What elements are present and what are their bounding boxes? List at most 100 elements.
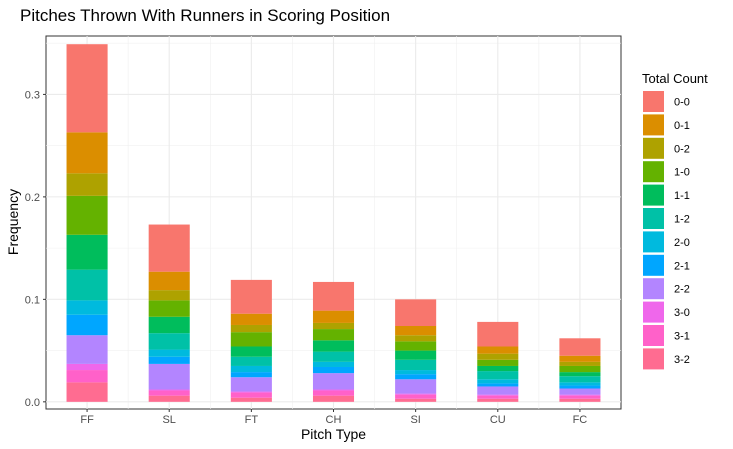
bar-FC-3-2 xyxy=(559,398,601,402)
bar-FC-3-1 xyxy=(559,395,601,399)
legend-key-3-2 xyxy=(643,348,664,370)
bar-FT-3-1 xyxy=(230,392,272,398)
bar-FT-2-1 xyxy=(230,372,272,378)
bar-SI-1-2 xyxy=(395,359,437,371)
legend-label-0-0: 0-0 xyxy=(674,97,690,109)
bar-SL-1-2 xyxy=(148,333,190,350)
bar-CU-3-1 xyxy=(477,395,519,399)
bar-SI-0-1 xyxy=(395,325,437,336)
bar-CH-3-0 xyxy=(312,389,355,391)
bar-SI-3-0 xyxy=(395,393,437,395)
legend-label-3-0: 3-0 xyxy=(674,307,690,319)
bar-SL-0-1 xyxy=(148,271,190,291)
bar-FF-0-2 xyxy=(66,173,108,196)
bar-SI-3-1 xyxy=(395,394,437,399)
bar-FF-3-0 xyxy=(66,363,108,371)
bar-FT-3-0 xyxy=(230,391,272,393)
legend-key-1-1 xyxy=(643,184,664,206)
x-tick-label: SL xyxy=(162,414,175,426)
bar-CU-2-2 xyxy=(477,386,519,395)
bar-FC-1-0 xyxy=(559,365,601,373)
x-tick-label: FT xyxy=(245,414,259,426)
bar-FF-2-0 xyxy=(66,300,108,315)
bar-CH-2-1 xyxy=(312,366,355,374)
bar-FF-3-1 xyxy=(66,370,108,383)
legend-label-3-2: 3-2 xyxy=(674,354,690,366)
legend-label-2-2: 2-2 xyxy=(674,284,690,296)
bar-FC-1-2 xyxy=(559,376,601,383)
legend-key-1-0 xyxy=(643,161,664,183)
bar-CH-3-2 xyxy=(312,395,355,402)
bar-CH-1-2 xyxy=(312,351,355,362)
bar-SI-2-1 xyxy=(395,374,437,380)
bar-SL-2-0 xyxy=(148,349,190,357)
bar-SI-2-2 xyxy=(395,379,437,394)
bar-FF-1-2 xyxy=(66,269,108,301)
bar-SL-1-0 xyxy=(148,300,190,317)
bar-CU-0-1 xyxy=(477,346,519,354)
bar-CH-0-1 xyxy=(312,310,355,323)
bar-CH-1-0 xyxy=(312,329,355,341)
bar-SL-3-0 xyxy=(148,389,190,391)
bar-FF-2-1 xyxy=(66,314,108,336)
bar-CH-2-0 xyxy=(312,361,355,367)
bar-SL-2-1 xyxy=(148,356,190,364)
bar-FC-2-0 xyxy=(559,382,601,386)
legend-label-0-2: 0-2 xyxy=(674,143,690,155)
bar-FT-0-2 xyxy=(230,324,272,333)
legend-key-3-1 xyxy=(643,325,664,346)
bar-SL-3-2 xyxy=(148,395,190,402)
bars xyxy=(66,44,601,402)
legend-label-3-1: 3-1 xyxy=(674,331,690,343)
bar-CU-1-0 xyxy=(477,359,519,366)
legend-key-0-1 xyxy=(643,114,664,136)
bar-FF-1-0 xyxy=(66,195,108,235)
legend-key-1-2 xyxy=(643,208,664,229)
x-tick-label: SI xyxy=(410,414,420,426)
bar-CU-3-0 xyxy=(477,394,519,396)
legend-title: Total Count xyxy=(642,71,708,86)
bar-CH-0-2 xyxy=(312,322,355,330)
x-tick-label: CU xyxy=(490,414,506,426)
legend-key-0-0 xyxy=(643,91,664,112)
bar-FF-1-1 xyxy=(66,234,108,270)
bar-CU-1-2 xyxy=(477,371,519,380)
bar-SI-0-0 xyxy=(395,299,437,326)
bar-FT-2-0 xyxy=(230,365,272,373)
grid xyxy=(46,36,621,409)
bar-FT-1-1 xyxy=(230,346,272,357)
legend-key-2-1 xyxy=(643,254,664,276)
y-tick-label: 0.3 xyxy=(25,89,40,101)
bar-SI-3-2 xyxy=(395,398,437,402)
bar-SI-0-2 xyxy=(395,335,437,342)
legend-key-3-0 xyxy=(643,301,664,323)
bar-FC-3-0 xyxy=(559,394,601,396)
legend-label-2-0: 2-0 xyxy=(674,237,690,249)
bar-CU-0-2 xyxy=(477,353,519,360)
x-axis-title: Pitch Type xyxy=(301,426,366,442)
bar-FC-2-1 xyxy=(559,385,601,389)
bar-FF-0-1 xyxy=(66,132,108,174)
x-tick-label: FC xyxy=(573,414,588,426)
bar-FT-0-0 xyxy=(230,279,272,314)
y-tick-label: 0.2 xyxy=(25,192,40,204)
x-tick-label: FF xyxy=(80,414,94,426)
bar-SI-2-0 xyxy=(395,370,437,375)
bar-SL-3-1 xyxy=(148,390,190,396)
bar-SI-1-0 xyxy=(395,341,437,351)
bar-FC-0-1 xyxy=(559,355,601,362)
x-tick-label: CH xyxy=(326,414,342,426)
bar-FT-1-0 xyxy=(230,332,272,347)
legend-label-1-1: 1-1 xyxy=(674,190,690,202)
bar-FT-1-2 xyxy=(230,356,272,366)
legend-label-1-2: 1-2 xyxy=(674,214,690,226)
legend-key-2-2 xyxy=(643,278,664,300)
bar-FT-0-1 xyxy=(230,313,272,325)
bar-SL-0-0 xyxy=(148,224,190,272)
legend-label-0-1: 0-1 xyxy=(674,120,690,132)
y-axis-title: Frequency xyxy=(5,189,21,255)
legend-label-2-1: 2-1 xyxy=(674,260,690,272)
bar-CH-1-1 xyxy=(312,340,355,352)
legend-key-0-2 xyxy=(643,137,664,159)
